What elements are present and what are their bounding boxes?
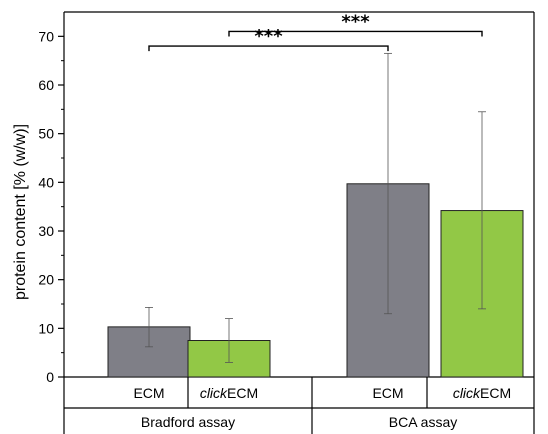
group-label: Bradford assay [141, 414, 235, 430]
y-tick-label: 30 [38, 223, 54, 239]
category-label: ECM [133, 385, 164, 401]
significance-label: *** [254, 26, 283, 47]
y-tick-label: 50 [38, 126, 54, 142]
category-label: clickECM [200, 385, 258, 401]
category-axis: ECM clickECM ECM clickECM Bradford assay BCA … [64, 377, 534, 434]
bars [107, 183, 524, 378]
y-tick-label: 40 [38, 174, 54, 190]
significance-brackets: *** *** [148, 11, 483, 52]
group-label: BCA assay [389, 414, 457, 430]
category-label: ECM [372, 385, 403, 401]
category-label: clickECM [453, 385, 511, 401]
error-bars [145, 52, 486, 363]
significance-bracket [228, 30, 483, 37]
y-tick-label: 20 [38, 272, 54, 288]
y-tick-label: 60 [38, 77, 54, 93]
significance-bracket [148, 45, 389, 52]
y-tick-label: 0 [46, 369, 54, 385]
y-tick-label: 10 [38, 320, 54, 336]
y-axis-label: protein content [% (w/w)] [12, 124, 29, 300]
y-tick-label: 70 [38, 28, 54, 44]
significance-label: *** [341, 11, 370, 32]
